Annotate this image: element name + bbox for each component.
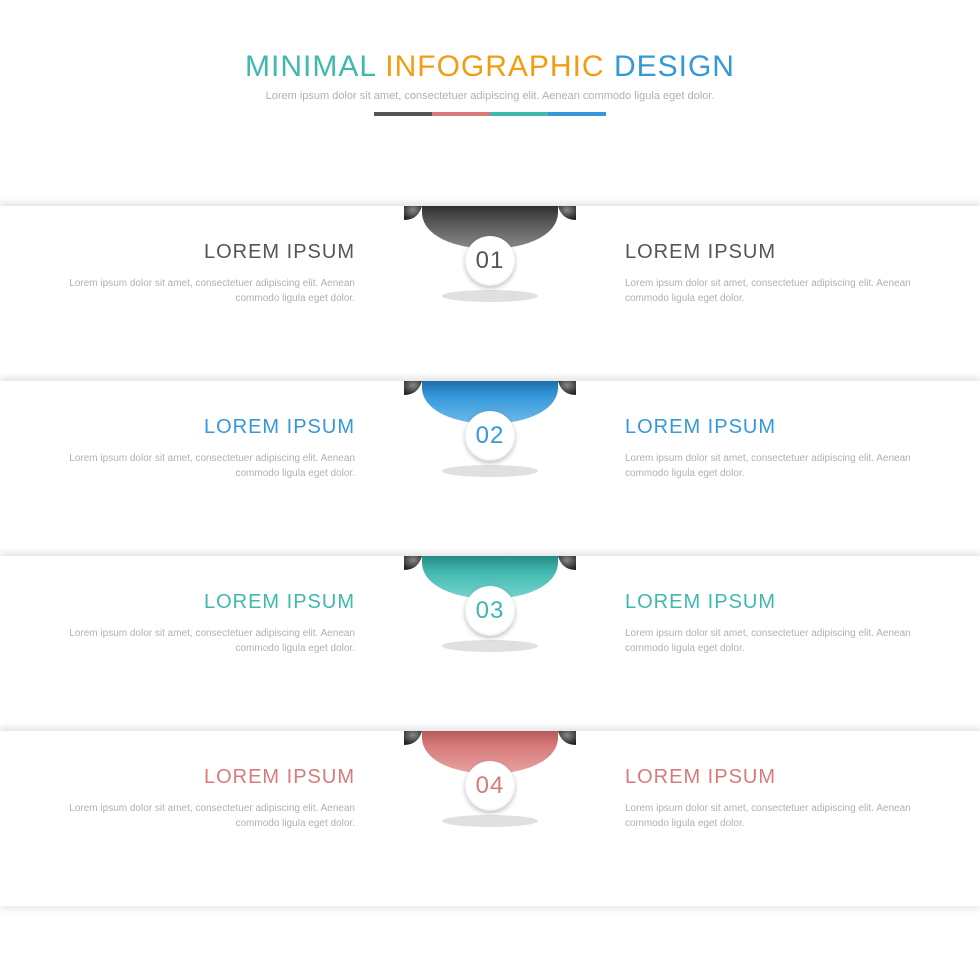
infographic-page: MINIMAL INFOGRAPHIC DESIGN Lorem ipsum d… [0,0,980,980]
step-right-block: LOREM IPSUM Lorem ipsum dolor sit amet, c… [490,206,980,306]
step-left-block: LOREM IPSUM Lorem ipsum dolor sit amet, c… [0,556,490,656]
underline-segment [548,112,606,116]
step-left-block: LOREM IPSUM Lorem ipsum dolor sit amet, c… [0,206,490,306]
step-left-title: LOREM IPSUM [60,766,355,789]
page-title: MINIMAL INFOGRAPHIC DESIGN [0,50,980,84]
step-left-block: LOREM IPSUM Lorem ipsum dolor sit amet, c… [0,731,490,831]
header-underline [0,112,980,116]
step-right-block: LOREM IPSUM Lorem ipsum dolor sit amet, c… [490,731,980,831]
step-right-title: LOREM IPSUM [625,591,920,614]
step-left-body: Lorem ipsum dolor sit amet, consectetuer… [60,276,355,306]
step-right-block: LOREM IPSUM Lorem ipsum dolor sit amet, c… [490,381,980,481]
step-right-title: LOREM IPSUM [625,416,920,439]
step-right-body: Lorem ipsum dolor sit amet, consectetuer… [625,801,920,831]
underline-segment [490,112,548,116]
step-row-2: LOREM IPSUM Lorem ipsum dolor sit amet, c… [0,381,980,556]
step-right-body: Lorem ipsum dolor sit amet, consectetuer… [625,626,920,656]
step-row-3: LOREM IPSUM Lorem ipsum dolor sit amet, c… [0,556,980,731]
header: MINIMAL INFOGRAPHIC DESIGN Lorem ipsum d… [0,50,980,116]
step-left-title: LOREM IPSUM [60,241,355,264]
steps-container: LOREM IPSUM Lorem ipsum dolor sit amet, c… [0,206,980,906]
title-word-1: MINIMAL [245,50,376,83]
step-right-body: Lorem ipsum dolor sit amet, consectetuer… [625,276,920,306]
step-left-title: LOREM IPSUM [60,591,355,614]
page-subtitle: Lorem ipsum dolor sit amet, consectetuer… [0,90,980,102]
underline-segment [374,112,432,116]
step-left-body: Lorem ipsum dolor sit amet, consectetuer… [60,626,355,656]
step-right-block: LOREM IPSUM Lorem ipsum dolor sit amet, c… [490,556,980,656]
step-right-title: LOREM IPSUM [625,766,920,789]
step-right-body: Lorem ipsum dolor sit amet, consectetuer… [625,451,920,481]
step-left-title: LOREM IPSUM [60,416,355,439]
step-right-title: LOREM IPSUM [625,241,920,264]
title-word-2: INFOGRAPHIC [385,50,604,83]
step-row-1: LOREM IPSUM Lorem ipsum dolor sit amet, c… [0,206,980,381]
title-word-3: DESIGN [614,50,735,83]
underline-segment [432,112,490,116]
step-left-body: Lorem ipsum dolor sit amet, consectetuer… [60,451,355,481]
step-left-body: Lorem ipsum dolor sit amet, consectetuer… [60,801,355,831]
step-row-4: LOREM IPSUM Lorem ipsum dolor sit amet, c… [0,731,980,906]
step-left-block: LOREM IPSUM Lorem ipsum dolor sit amet, c… [0,381,490,481]
